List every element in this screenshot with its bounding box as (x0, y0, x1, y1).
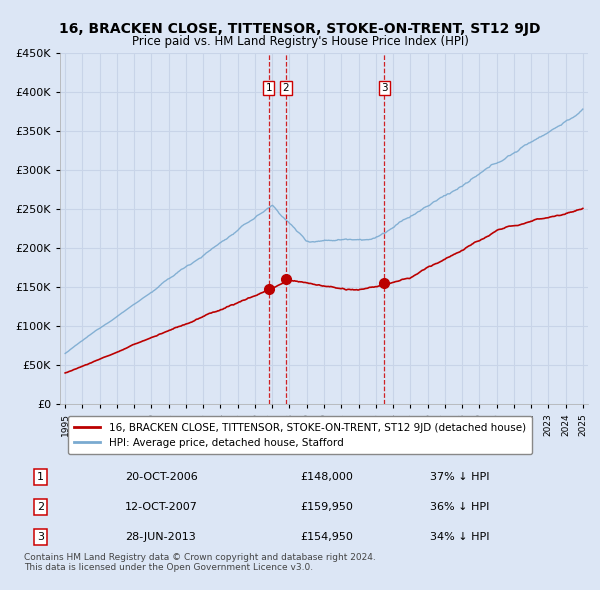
Text: 16, BRACKEN CLOSE, TITTENSOR, STOKE-ON-TRENT, ST12 9JD: 16, BRACKEN CLOSE, TITTENSOR, STOKE-ON-T… (59, 22, 541, 37)
Text: 37% ↓ HPI: 37% ↓ HPI (430, 472, 489, 482)
Text: 28-JUN-2013: 28-JUN-2013 (125, 532, 196, 542)
Text: £148,000: £148,000 (300, 472, 353, 482)
Text: £154,950: £154,950 (300, 532, 353, 542)
Legend: 16, BRACKEN CLOSE, TITTENSOR, STOKE-ON-TRENT, ST12 9JD (detached house), HPI: Av: 16, BRACKEN CLOSE, TITTENSOR, STOKE-ON-T… (68, 417, 532, 454)
Text: 34% ↓ HPI: 34% ↓ HPI (430, 532, 489, 542)
Text: £159,950: £159,950 (300, 502, 353, 512)
Text: 2: 2 (283, 83, 289, 93)
Text: 2: 2 (37, 502, 44, 512)
Text: 36% ↓ HPI: 36% ↓ HPI (430, 502, 489, 512)
Text: Price paid vs. HM Land Registry's House Price Index (HPI): Price paid vs. HM Land Registry's House … (131, 35, 469, 48)
Text: Contains HM Land Registry data © Crown copyright and database right 2024.
This d: Contains HM Land Registry data © Crown c… (23, 553, 376, 572)
Text: 12-OCT-2007: 12-OCT-2007 (125, 502, 198, 512)
Text: 1: 1 (37, 472, 44, 482)
Text: 3: 3 (381, 83, 388, 93)
Text: 3: 3 (37, 532, 44, 542)
Text: 20-OCT-2006: 20-OCT-2006 (125, 472, 198, 482)
Text: 1: 1 (265, 83, 272, 93)
